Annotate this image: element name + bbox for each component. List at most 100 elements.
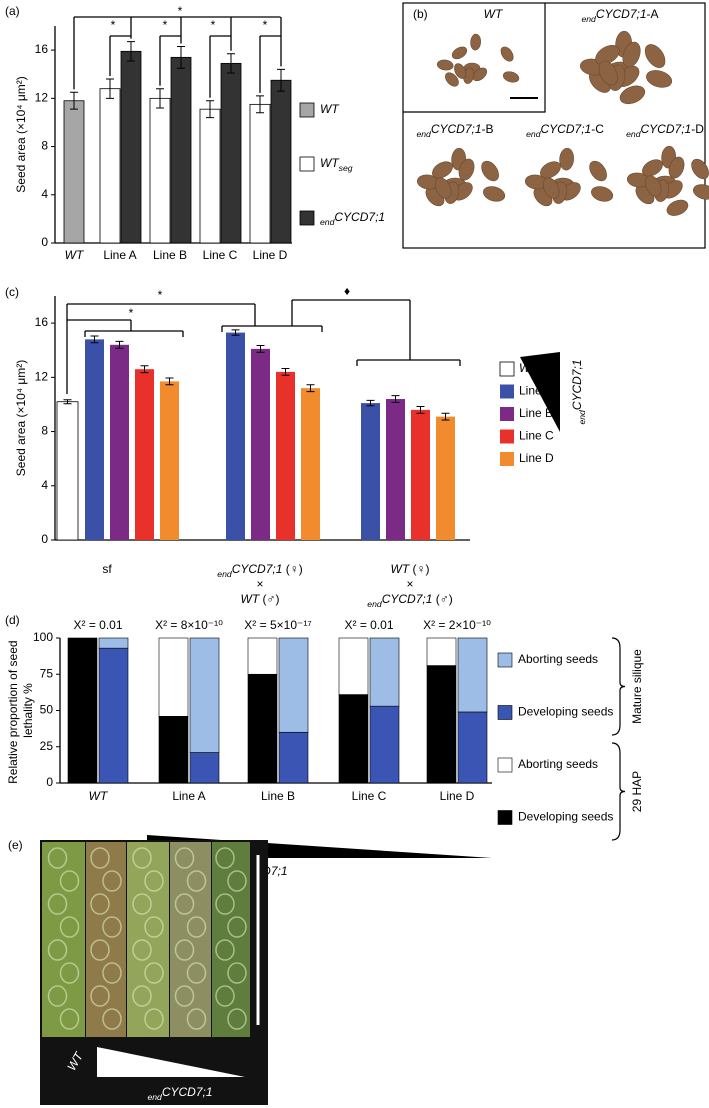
- x-tick-label: Line A: [172, 789, 205, 803]
- ovule: [174, 985, 195, 1007]
- x-tick-label: Line D: [253, 248, 288, 262]
- ovule: [144, 916, 164, 938]
- y-tick-label: 50: [40, 703, 54, 717]
- error-bar: [416, 405, 425, 414]
- bar-segment: [98, 647, 129, 784]
- seed: [668, 156, 685, 179]
- inset-frame: [403, 3, 546, 113]
- y-tick-label: 8: [41, 424, 48, 438]
- y-tick-label: 12: [35, 91, 49, 105]
- legend-label: Aborting seeds: [518, 757, 598, 771]
- ovule: [215, 939, 235, 961]
- annotation: *: [158, 288, 163, 302]
- seed: [691, 158, 709, 180]
- bar: [226, 332, 245, 540]
- ovule: [90, 893, 110, 915]
- error-bar: [156, 88, 164, 109]
- seed: [502, 71, 520, 83]
- bar-segment: [369, 637, 400, 707]
- seed: [646, 70, 673, 88]
- legend-label: Developing seeds: [518, 810, 613, 824]
- error-bar: [115, 340, 124, 349]
- legend-brace: [611, 742, 626, 841]
- x-tick-label: sf: [102, 562, 112, 576]
- y-tick-label: 0: [46, 775, 53, 789]
- legend-label: Developing seeds: [518, 705, 613, 719]
- error-bar: [70, 91, 78, 110]
- legend-label: Line C: [519, 429, 554, 443]
- error-bar: [165, 377, 174, 386]
- legend-swatch: [500, 452, 514, 466]
- bar-segment: [426, 637, 457, 666]
- silique: [42, 842, 85, 1037]
- ovule: [59, 1008, 80, 1030]
- annotation: *: [211, 18, 216, 32]
- x-tick-label: Line B: [153, 248, 187, 262]
- annotation: *: [178, 4, 183, 18]
- legend-label: WT: [320, 102, 340, 116]
- error-bar: [277, 68, 285, 92]
- legend-swatch: [499, 361, 515, 377]
- image-caption: WT: [484, 7, 504, 21]
- ovule: [174, 847, 195, 869]
- legend-swatch: [497, 652, 513, 668]
- annotation: *: [263, 18, 268, 32]
- bar-segment: [278, 637, 309, 733]
- seed: [644, 44, 666, 68]
- error-bar: [177, 45, 185, 69]
- seed: [432, 161, 453, 179]
- y-tick-label: 0: [41, 235, 48, 249]
- silique: [127, 842, 169, 1037]
- ovule: [132, 847, 152, 869]
- ovule: [227, 916, 247, 938]
- error-bar: [90, 335, 99, 344]
- ovule: [90, 847, 110, 869]
- bar-segment: [369, 705, 400, 784]
- ovule: [174, 893, 195, 915]
- x-tick-label: endCYCD7;1 (♀) × WT (♂): [217, 562, 302, 606]
- seed: [642, 159, 663, 177]
- y-tick-label: 8: [41, 139, 48, 153]
- gradient-label: endCYCD7;1: [570, 359, 587, 424]
- ovule: [215, 893, 235, 915]
- ovule: [59, 962, 80, 984]
- bar-segment: [457, 637, 488, 713]
- ovule: [132, 985, 152, 1007]
- error-bar: [206, 100, 214, 119]
- ovule: [59, 870, 80, 892]
- ovule: [59, 916, 80, 938]
- seed: [434, 177, 452, 199]
- panel-label: (e): [8, 838, 23, 852]
- annotation: *: [163, 18, 168, 32]
- ovule: [47, 939, 68, 961]
- bar-segment: [158, 637, 189, 717]
- y-axis-label: Relative proportion of seed lethality %: [6, 637, 35, 784]
- error-bar: [256, 344, 265, 353]
- bar: [149, 97, 171, 244]
- seed: [500, 46, 514, 62]
- bar-segment: [247, 637, 278, 675]
- y-tick-label: 75: [40, 666, 54, 680]
- ovule: [227, 962, 247, 984]
- bar: [436, 416, 455, 540]
- seed: [540, 161, 561, 179]
- legend-label: Aborting seeds: [518, 652, 598, 666]
- y-tick-label: 0: [41, 532, 48, 546]
- ovule: [144, 1008, 164, 1030]
- seed: [622, 41, 641, 68]
- silique: [170, 842, 211, 1037]
- bar: [199, 108, 221, 244]
- ovule: [47, 893, 68, 915]
- annotation: *: [129, 306, 134, 320]
- error-bar: [231, 329, 240, 336]
- error-bar: [306, 384, 315, 393]
- seed: [644, 175, 662, 197]
- bar: [301, 388, 320, 540]
- x-tick-label: WT (♀) × endCYCD7;1 (♂): [367, 562, 452, 609]
- annotation: X² = 0.01: [344, 618, 393, 632]
- silique: [212, 842, 250, 1037]
- bar: [220, 62, 242, 244]
- bar-segment: [98, 637, 129, 649]
- error-bar: [441, 412, 450, 421]
- silique: [86, 842, 126, 1037]
